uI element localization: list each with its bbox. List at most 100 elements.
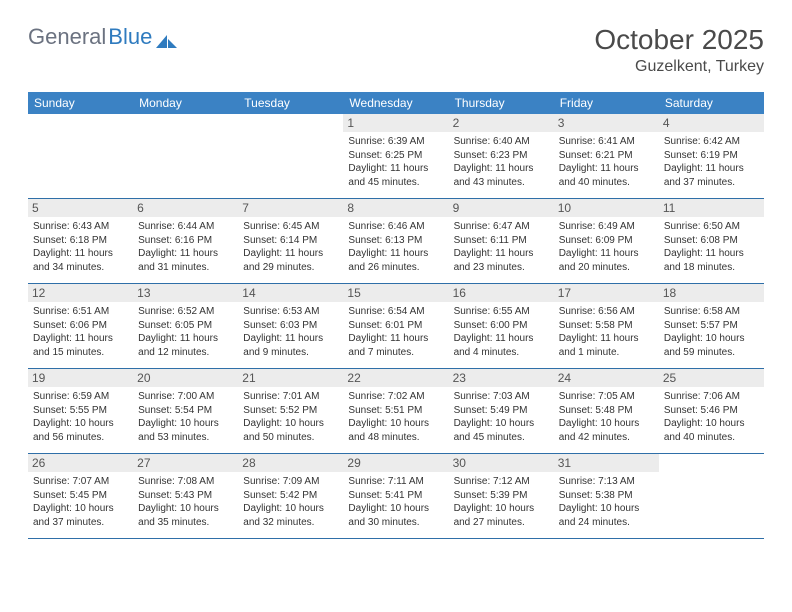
daylight-line: Daylight: 11 hours <box>243 247 338 261</box>
sunrise-line: Sunrise: 7:09 AM <box>243 475 338 489</box>
daylight-line: Daylight: 10 hours <box>664 417 759 431</box>
daylight-line: and 50 minutes. <box>243 431 338 445</box>
daylight-line: Daylight: 10 hours <box>559 502 654 516</box>
dow-cell: Tuesday <box>238 92 343 114</box>
sunset-line: Sunset: 5:58 PM <box>559 319 654 333</box>
daylight-line: and 48 minutes. <box>348 431 443 445</box>
day-number: 12 <box>28 284 133 302</box>
sunset-line: Sunset: 6:19 PM <box>664 149 759 163</box>
sunrise-line: Sunrise: 6:49 AM <box>559 220 654 234</box>
day-number: 13 <box>133 284 238 302</box>
sunset-line: Sunset: 5:46 PM <box>664 404 759 418</box>
sunset-line: Sunset: 5:43 PM <box>138 489 233 503</box>
dow-cell: Friday <box>554 92 659 114</box>
daylight-line: Daylight: 10 hours <box>664 332 759 346</box>
day-number: 1 <box>343 114 448 132</box>
daylight-line: and 32 minutes. <box>243 516 338 530</box>
title-month: October 2025 <box>594 24 764 56</box>
day-cell: 11Sunrise: 6:50 AMSunset: 6:08 PMDayligh… <box>659 199 764 283</box>
sunrise-line: Sunrise: 6:46 AM <box>348 220 443 234</box>
sunset-line: Sunset: 6:21 PM <box>559 149 654 163</box>
day-number: 2 <box>449 114 554 132</box>
sunset-line: Sunset: 6:06 PM <box>33 319 128 333</box>
daylight-line: Daylight: 10 hours <box>138 417 233 431</box>
daylight-line: Daylight: 11 hours <box>454 162 549 176</box>
day-cell: 10Sunrise: 6:49 AMSunset: 6:09 PMDayligh… <box>554 199 659 283</box>
daylight-line: Daylight: 11 hours <box>243 332 338 346</box>
day-number: 31 <box>554 454 659 472</box>
daylight-line: Daylight: 10 hours <box>454 417 549 431</box>
daylight-line: Daylight: 11 hours <box>138 247 233 261</box>
daylight-line: and 40 minutes. <box>664 431 759 445</box>
dow-cell: Monday <box>133 92 238 114</box>
sunset-line: Sunset: 5:41 PM <box>348 489 443 503</box>
sunset-line: Sunset: 6:23 PM <box>454 149 549 163</box>
daylight-line: and 45 minutes. <box>454 431 549 445</box>
sunrise-line: Sunrise: 6:45 AM <box>243 220 338 234</box>
dow-cell: Thursday <box>449 92 554 114</box>
dow-cell: Wednesday <box>343 92 448 114</box>
day-cell: 22Sunrise: 7:02 AMSunset: 5:51 PMDayligh… <box>343 369 448 453</box>
weeks-container: 1Sunrise: 6:39 AMSunset: 6:25 PMDaylight… <box>28 114 764 539</box>
daylight-line: Daylight: 10 hours <box>243 502 338 516</box>
sunset-line: Sunset: 6:13 PM <box>348 234 443 248</box>
day-number: 16 <box>449 284 554 302</box>
day-cell: 1Sunrise: 6:39 AMSunset: 6:25 PMDaylight… <box>343 114 448 198</box>
daylight-line: Daylight: 10 hours <box>348 417 443 431</box>
sunrise-line: Sunrise: 6:41 AM <box>559 135 654 149</box>
daylight-line: and 27 minutes. <box>454 516 549 530</box>
day-number: 18 <box>659 284 764 302</box>
daylight-line: Daylight: 11 hours <box>348 247 443 261</box>
sunset-line: Sunset: 5:51 PM <box>348 404 443 418</box>
sunrise-line: Sunrise: 7:01 AM <box>243 390 338 404</box>
day-cell: 15Sunrise: 6:54 AMSunset: 6:01 PMDayligh… <box>343 284 448 368</box>
daylight-line: Daylight: 10 hours <box>33 502 128 516</box>
daylight-line: Daylight: 11 hours <box>559 162 654 176</box>
daylight-line: and 23 minutes. <box>454 261 549 275</box>
sunrise-line: Sunrise: 7:13 AM <box>559 475 654 489</box>
sunset-line: Sunset: 6:11 PM <box>454 234 549 248</box>
sunrise-line: Sunrise: 7:05 AM <box>559 390 654 404</box>
day-number: 10 <box>554 199 659 217</box>
sunrise-line: Sunrise: 6:55 AM <box>454 305 549 319</box>
day-number: 11 <box>659 199 764 217</box>
sunrise-line: Sunrise: 7:02 AM <box>348 390 443 404</box>
daylight-line: Daylight: 11 hours <box>454 332 549 346</box>
sunset-line: Sunset: 5:55 PM <box>33 404 128 418</box>
sunrise-line: Sunrise: 6:50 AM <box>664 220 759 234</box>
daylight-line: Daylight: 10 hours <box>138 502 233 516</box>
logo-word-2: Blue <box>108 24 152 50</box>
daylight-line: and 12 minutes. <box>138 346 233 360</box>
day-cell <box>238 114 343 198</box>
day-number: 26 <box>28 454 133 472</box>
sunrise-line: Sunrise: 7:03 AM <box>454 390 549 404</box>
week-row: 1Sunrise: 6:39 AMSunset: 6:25 PMDaylight… <box>28 114 764 199</box>
daylight-line: Daylight: 11 hours <box>33 247 128 261</box>
daylight-line: and 59 minutes. <box>664 346 759 360</box>
sunset-line: Sunset: 6:01 PM <box>348 319 443 333</box>
day-cell: 27Sunrise: 7:08 AMSunset: 5:43 PMDayligh… <box>133 454 238 538</box>
week-row: 26Sunrise: 7:07 AMSunset: 5:45 PMDayligh… <box>28 454 764 539</box>
day-number: 25 <box>659 369 764 387</box>
sunrise-line: Sunrise: 6:47 AM <box>454 220 549 234</box>
daylight-line: and 42 minutes. <box>559 431 654 445</box>
week-row: 12Sunrise: 6:51 AMSunset: 6:06 PMDayligh… <box>28 284 764 369</box>
sunrise-line: Sunrise: 6:59 AM <box>33 390 128 404</box>
daylight-line: Daylight: 11 hours <box>664 162 759 176</box>
day-cell: 16Sunrise: 6:55 AMSunset: 6:00 PMDayligh… <box>449 284 554 368</box>
day-cell: 17Sunrise: 6:56 AMSunset: 5:58 PMDayligh… <box>554 284 659 368</box>
sunrise-line: Sunrise: 6:53 AM <box>243 305 338 319</box>
day-cell: 13Sunrise: 6:52 AMSunset: 6:05 PMDayligh… <box>133 284 238 368</box>
day-cell: 12Sunrise: 6:51 AMSunset: 6:06 PMDayligh… <box>28 284 133 368</box>
logo-sail-icon <box>156 29 178 45</box>
sunset-line: Sunset: 5:49 PM <box>454 404 549 418</box>
day-cell: 9Sunrise: 6:47 AMSunset: 6:11 PMDaylight… <box>449 199 554 283</box>
day-number: 28 <box>238 454 343 472</box>
daylight-line: and 37 minutes. <box>664 176 759 190</box>
daylight-line: Daylight: 10 hours <box>243 417 338 431</box>
daylight-line: and 7 minutes. <box>348 346 443 360</box>
sunrise-line: Sunrise: 6:56 AM <box>559 305 654 319</box>
day-cell: 19Sunrise: 6:59 AMSunset: 5:55 PMDayligh… <box>28 369 133 453</box>
daylight-line: and 56 minutes. <box>33 431 128 445</box>
sunrise-line: Sunrise: 7:08 AM <box>138 475 233 489</box>
